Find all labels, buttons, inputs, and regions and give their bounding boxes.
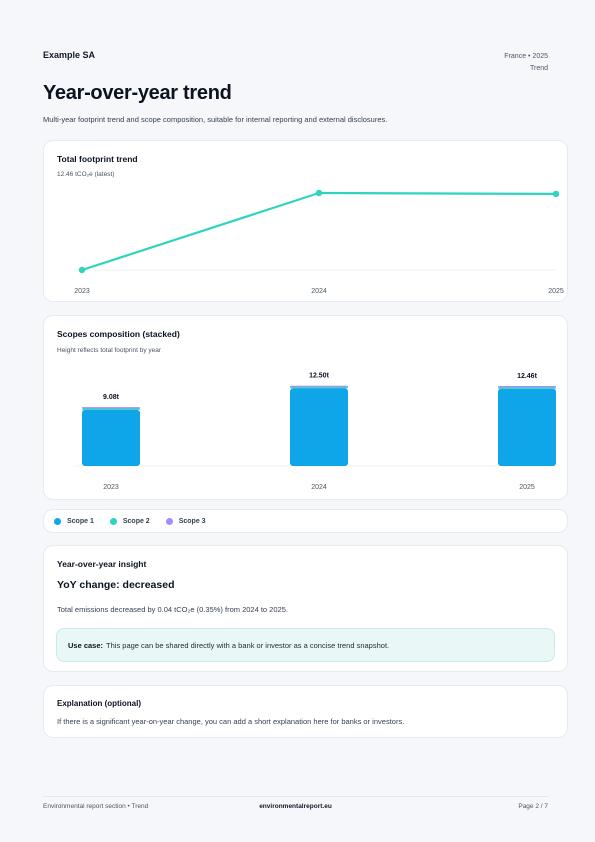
bar-2023-scope2 <box>82 408 140 410</box>
explanation-text: If there is a significant year-on-year c… <box>57 717 405 726</box>
usecase-label: Use case: <box>68 640 104 650</box>
bar-2024-scope3 <box>290 385 348 388</box>
page-subtitle: Multi-year footprint trend and scope com… <box>43 115 388 124</box>
bar-2023-scope3 <box>82 407 140 409</box>
report-section: Trend <box>529 65 548 72</box>
legend-item-scope1: Scope 1 <box>54 517 94 525</box>
trend-chart: 2023 2024 2025 <box>74 189 564 295</box>
legend-dot-scope3 <box>165 517 173 525</box>
trend-card: Total footprint trend 12.46 tCO₂e (lates… <box>43 140 568 302</box>
footer-section: Environmental report section • Trend <box>43 803 149 810</box>
legend-dot-scope2 <box>109 517 117 525</box>
bar-total-label-2025: 12.46t <box>517 373 538 380</box>
footer-website: environmentalreport.eu <box>259 803 332 810</box>
trend-point-2023 <box>78 266 86 274</box>
footer-divider <box>43 796 548 797</box>
trend-point-2025 <box>552 190 560 198</box>
explanation-card: Explanation (optional) If there is a sig… <box>43 685 568 738</box>
yoy-text: Total emissions decreased by 0.04 tCO₂e … <box>57 605 288 614</box>
legend-label-scope3: Scope 3 <box>178 517 206 525</box>
trend-point-2024 <box>315 189 323 197</box>
bar-2024-scope2 <box>290 387 348 389</box>
stack-card: Scopes composition (stacked) Height refl… <box>43 315 568 500</box>
scope-legend: Scope 1 Scope 2 Scope 3 <box>43 509 568 533</box>
stack-x-tick-2025: 2025 <box>519 484 535 491</box>
bar-total-label-2024: 12.50t <box>309 373 330 380</box>
stacked-bar-chart: 9.08t 2023 12.50t 2024 12.46t 2025 <box>74 373 556 491</box>
trend-line <box>81 191 557 272</box>
trend-x-tick-2023: 2023 <box>74 288 90 295</box>
stack-x-tick-2023: 2023 <box>103 484 119 491</box>
legend-label-scope1: Scope 1 <box>67 517 94 525</box>
explanation-title: Explanation (optional) <box>57 699 141 708</box>
bar-2024-scope1 <box>290 388 348 466</box>
bar-total-label-2023: 9.08t <box>103 394 120 401</box>
page-title: Year-over-year trend <box>43 82 232 104</box>
stack-x-tick-2024: 2024 <box>311 484 327 491</box>
bar-2023-scope1 <box>82 409 140 466</box>
insight-card: Year-over-year insight YoY change: decre… <box>43 545 568 672</box>
stack-subtitle: Height reflects total footprint by year <box>57 347 162 354</box>
usecase-text: This page can be shared directly with a … <box>106 640 390 650</box>
trend-title: Total footprint trend <box>57 154 138 164</box>
bar-2025-scope3 <box>498 386 556 388</box>
bar-2025-scope2 <box>498 387 556 389</box>
legend-item-scope2: Scope 2 <box>109 517 150 525</box>
usecase-callout: Use case: This page can be shared direct… <box>56 628 555 662</box>
bar-2025-scope1 <box>498 388 556 466</box>
stack-title: Scopes composition (stacked) <box>57 329 180 339</box>
report-country-year: France • 2025 <box>504 53 548 60</box>
legend-label-scope2: Scope 2 <box>122 517 150 525</box>
legend-item-scope3: Scope 3 <box>165 517 206 525</box>
yoy-headline: YoY change: decreased <box>57 579 175 591</box>
legend-dot-scope1 <box>54 517 61 525</box>
trend-x-tick-2025: 2025 <box>548 288 564 295</box>
company-name: Example SA <box>43 50 96 60</box>
report-meta: France • 2025 Trend <box>504 51 548 75</box>
footer-page-number: Page 2 / 7 <box>518 803 548 810</box>
page-header: Example SA France • 2025 Trend <box>43 50 548 80</box>
insight-title: Year-over-year insight <box>57 559 147 569</box>
trend-x-tick-2024: 2024 <box>311 288 327 295</box>
trend-latest-label: 12.46 tCO₂e (latest) <box>57 171 115 178</box>
